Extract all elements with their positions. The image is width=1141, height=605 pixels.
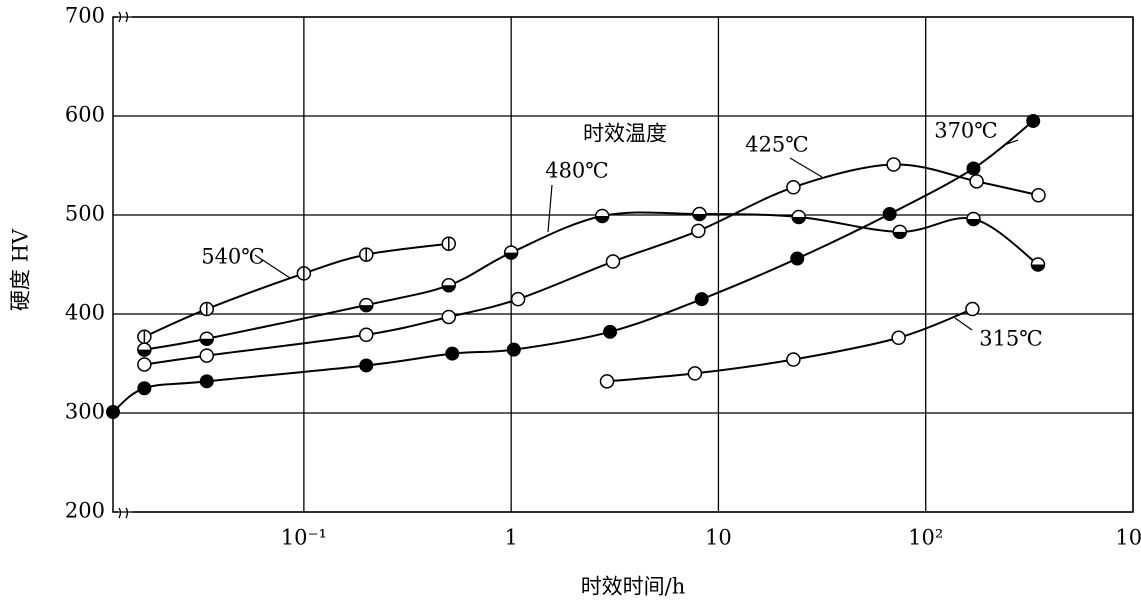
marker-fill (792, 216, 806, 224)
marker-fill (137, 349, 151, 357)
marker-fill (893, 231, 907, 239)
y-tick-label: 600 (65, 103, 105, 127)
marker-fill (504, 252, 518, 260)
marker (605, 254, 621, 269)
y-tick-label: 400 (65, 301, 105, 325)
marker (691, 223, 706, 239)
y-axis-label: 硬度 HV (9, 228, 33, 311)
marker (510, 291, 526, 307)
axis-break (118, 10, 132, 519)
marker (603, 324, 618, 339)
marker-fill (1031, 264, 1045, 272)
marker (445, 346, 460, 361)
y-tick-label: 500 (65, 202, 105, 226)
marker (886, 157, 901, 172)
marker (137, 381, 152, 396)
y-tick-label: 300 (65, 400, 105, 424)
marker-fill (359, 305, 373, 312)
x-tick-label: 1 (504, 526, 517, 550)
marker (687, 366, 703, 381)
plot-frame (112, 16, 1134, 513)
annotation: 时效温度 (583, 122, 667, 146)
series-label: 425℃ (745, 133, 809, 157)
marker (891, 330, 906, 346)
marker (1031, 187, 1046, 203)
x-tick-label: 10 (705, 526, 732, 550)
series-label: 480℃ (545, 159, 609, 183)
series-label: 370℃ (934, 119, 998, 143)
y-tick-label: 700 (65, 4, 105, 28)
marker (966, 161, 981, 176)
x-axis-label: 时效时间/h (581, 575, 686, 599)
marker (359, 358, 374, 373)
marker-fill (442, 285, 456, 292)
marker (786, 352, 801, 367)
marker (694, 292, 709, 307)
marker (969, 174, 984, 189)
marker (137, 357, 152, 372)
marker (1026, 113, 1041, 128)
marker (790, 251, 805, 266)
marker (506, 342, 521, 357)
marker (359, 327, 374, 343)
marker (882, 207, 897, 222)
leader-lines (254, 139, 1019, 331)
series-label: 540℃ (201, 245, 265, 269)
marker (199, 348, 215, 363)
series-line (143, 242, 449, 338)
x-tick-label: 10² (908, 526, 943, 550)
marker (199, 374, 214, 389)
marker (441, 309, 457, 325)
marker-fill (595, 215, 609, 223)
marker (965, 301, 980, 317)
marker (599, 374, 615, 389)
marker (786, 180, 801, 195)
marker (106, 405, 120, 420)
marker-fill (692, 214, 706, 221)
series-line (606, 308, 973, 383)
series-label: 315℃ (979, 327, 1043, 351)
x-tick-label: 10⁻¹ (281, 526, 327, 550)
y-tick-label: 200 (65, 499, 105, 523)
x-tick-label: 10³ (1115, 526, 1141, 550)
marker-fill (200, 338, 214, 346)
marker-fill (966, 218, 980, 226)
